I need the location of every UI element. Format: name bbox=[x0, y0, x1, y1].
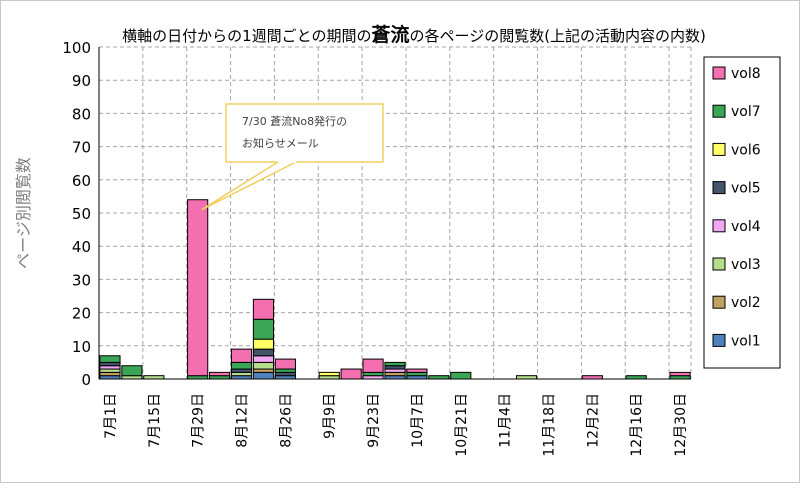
bar-segment-vol8 bbox=[406, 368, 428, 373]
legend: vol8 vol7 vol6 vol5 vol4 vol3 vol2 vol1 bbox=[703, 56, 781, 369]
y-tick-label: 70 bbox=[72, 139, 91, 157]
x-tick-label: 9月23日 bbox=[366, 393, 382, 448]
legend-swatch-vol3 bbox=[712, 257, 726, 271]
legend-label-vol6: vol6 bbox=[731, 142, 761, 158]
chart-title-prefix: 横軸の日付からの1週間ごとの期間の bbox=[122, 27, 371, 45]
chart-title: 横軸の日付からの1週間ごとの期間の蒼流の各ページの閲覧数(上記の活動内容の内数) bbox=[122, 23, 706, 46]
legend-label-vol1: vol1 bbox=[731, 333, 761, 349]
y-tick-label: 30 bbox=[72, 271, 91, 289]
bar-segment-vol8 bbox=[669, 371, 691, 377]
bar-segment-vol8 bbox=[252, 298, 275, 320]
chart-title-emphasis: 蒼流 bbox=[371, 23, 409, 46]
axes bbox=[98, 47, 691, 380]
chart-title-suffix: の各ページの閲覧数(上記の活動内容の内数) bbox=[410, 27, 706, 45]
x-tick-label: 11月4日 bbox=[498, 393, 514, 448]
bar-segment-vol5 bbox=[252, 348, 275, 357]
x-tick-label: 11月18日 bbox=[541, 393, 557, 457]
y-tick-label: 100 bbox=[62, 39, 91, 57]
y-tick-label: 50 bbox=[72, 205, 91, 223]
legend-swatch-vol6 bbox=[712, 142, 726, 156]
legend-swatch-vol4 bbox=[712, 219, 726, 233]
legend-label-vol5: vol5 bbox=[731, 181, 761, 197]
bar-segment-vol8 bbox=[209, 371, 231, 377]
y-tick-label: 10 bbox=[72, 338, 91, 356]
bar-segment-vol4 bbox=[252, 355, 275, 363]
x-tick-label: 9月9日 bbox=[322, 393, 338, 439]
legend-label-vol8: vol8 bbox=[731, 66, 761, 82]
y-tick-label: 20 bbox=[72, 305, 91, 323]
x-tick-label: 10月7日 bbox=[410, 393, 426, 448]
x-tick-labels: 7月1日 7月15日 7月29日 8月12日 8月26日 9月9日 9月23日 10月7日 10… bbox=[103, 393, 689, 457]
legend-label-vol3: vol3 bbox=[731, 257, 761, 273]
y-tick-labels: 0 10 20 30 40 50 60 70 80 90 100 bbox=[62, 39, 91, 389]
legend-swatch-vol1 bbox=[712, 333, 726, 347]
x-tick-label: 12月2日 bbox=[585, 393, 601, 448]
bar-segment-vol7 bbox=[450, 371, 472, 380]
x-tick-label: 12月16日 bbox=[629, 393, 645, 457]
callout-pointer bbox=[201, 161, 297, 211]
x-tick-label: 7月15日 bbox=[147, 393, 163, 448]
bar-segment-vol7 bbox=[121, 365, 143, 377]
y-tick-label: 0 bbox=[81, 371, 91, 389]
bar-segment-vol8 bbox=[230, 348, 253, 363]
x-tick-label: 8月26日 bbox=[278, 393, 294, 448]
legend-swatch-vol2 bbox=[712, 295, 726, 309]
legend-swatch-vol8 bbox=[712, 66, 726, 80]
x-tick-label: 10月21日 bbox=[454, 393, 470, 457]
legend-label-vol2: vol2 bbox=[731, 295, 761, 311]
y-axis-label: ページ別閲覧数 bbox=[14, 157, 33, 269]
bar-segment-vol6 bbox=[318, 371, 340, 377]
bar-segment-vol8 bbox=[362, 358, 384, 373]
legend-swatch-vol7 bbox=[712, 104, 726, 118]
x-tick-label: 7月1日 bbox=[103, 393, 119, 439]
bar-segment-vol8 bbox=[187, 199, 209, 377]
x-tick-label: 8月12日 bbox=[235, 393, 251, 448]
callout-text-line2: お知らせメール bbox=[242, 136, 319, 150]
bar-segment-vol7 bbox=[252, 318, 275, 340]
legend-swatch-vol5 bbox=[712, 181, 726, 195]
callout-box bbox=[225, 103, 384, 163]
bar-segment-vol1 bbox=[252, 371, 275, 380]
bar-segment-vol7 bbox=[384, 361, 406, 367]
callout-text-line1: 7/30 蒼流No8発行の bbox=[242, 114, 347, 128]
bar-segment-vol8 bbox=[340, 368, 362, 380]
y-tick-label: 40 bbox=[72, 238, 91, 256]
bar-segment-vol7 bbox=[99, 355, 121, 363]
bar-segment-vol3 bbox=[252, 361, 275, 370]
x-tick-label: 12月30日 bbox=[673, 393, 689, 457]
y-tick-label: 60 bbox=[72, 172, 91, 190]
bar-segment-vol8 bbox=[274, 358, 296, 370]
bar-segment-vol6 bbox=[252, 338, 275, 350]
x-tick-label: 7月29日 bbox=[191, 393, 207, 448]
bar-segment-vol7 bbox=[230, 361, 253, 370]
legend-label-vol7: vol7 bbox=[731, 104, 761, 120]
legend-label-vol4: vol4 bbox=[731, 219, 761, 235]
y-tick-label: 90 bbox=[72, 72, 91, 90]
y-tick-label: 80 bbox=[72, 105, 91, 123]
